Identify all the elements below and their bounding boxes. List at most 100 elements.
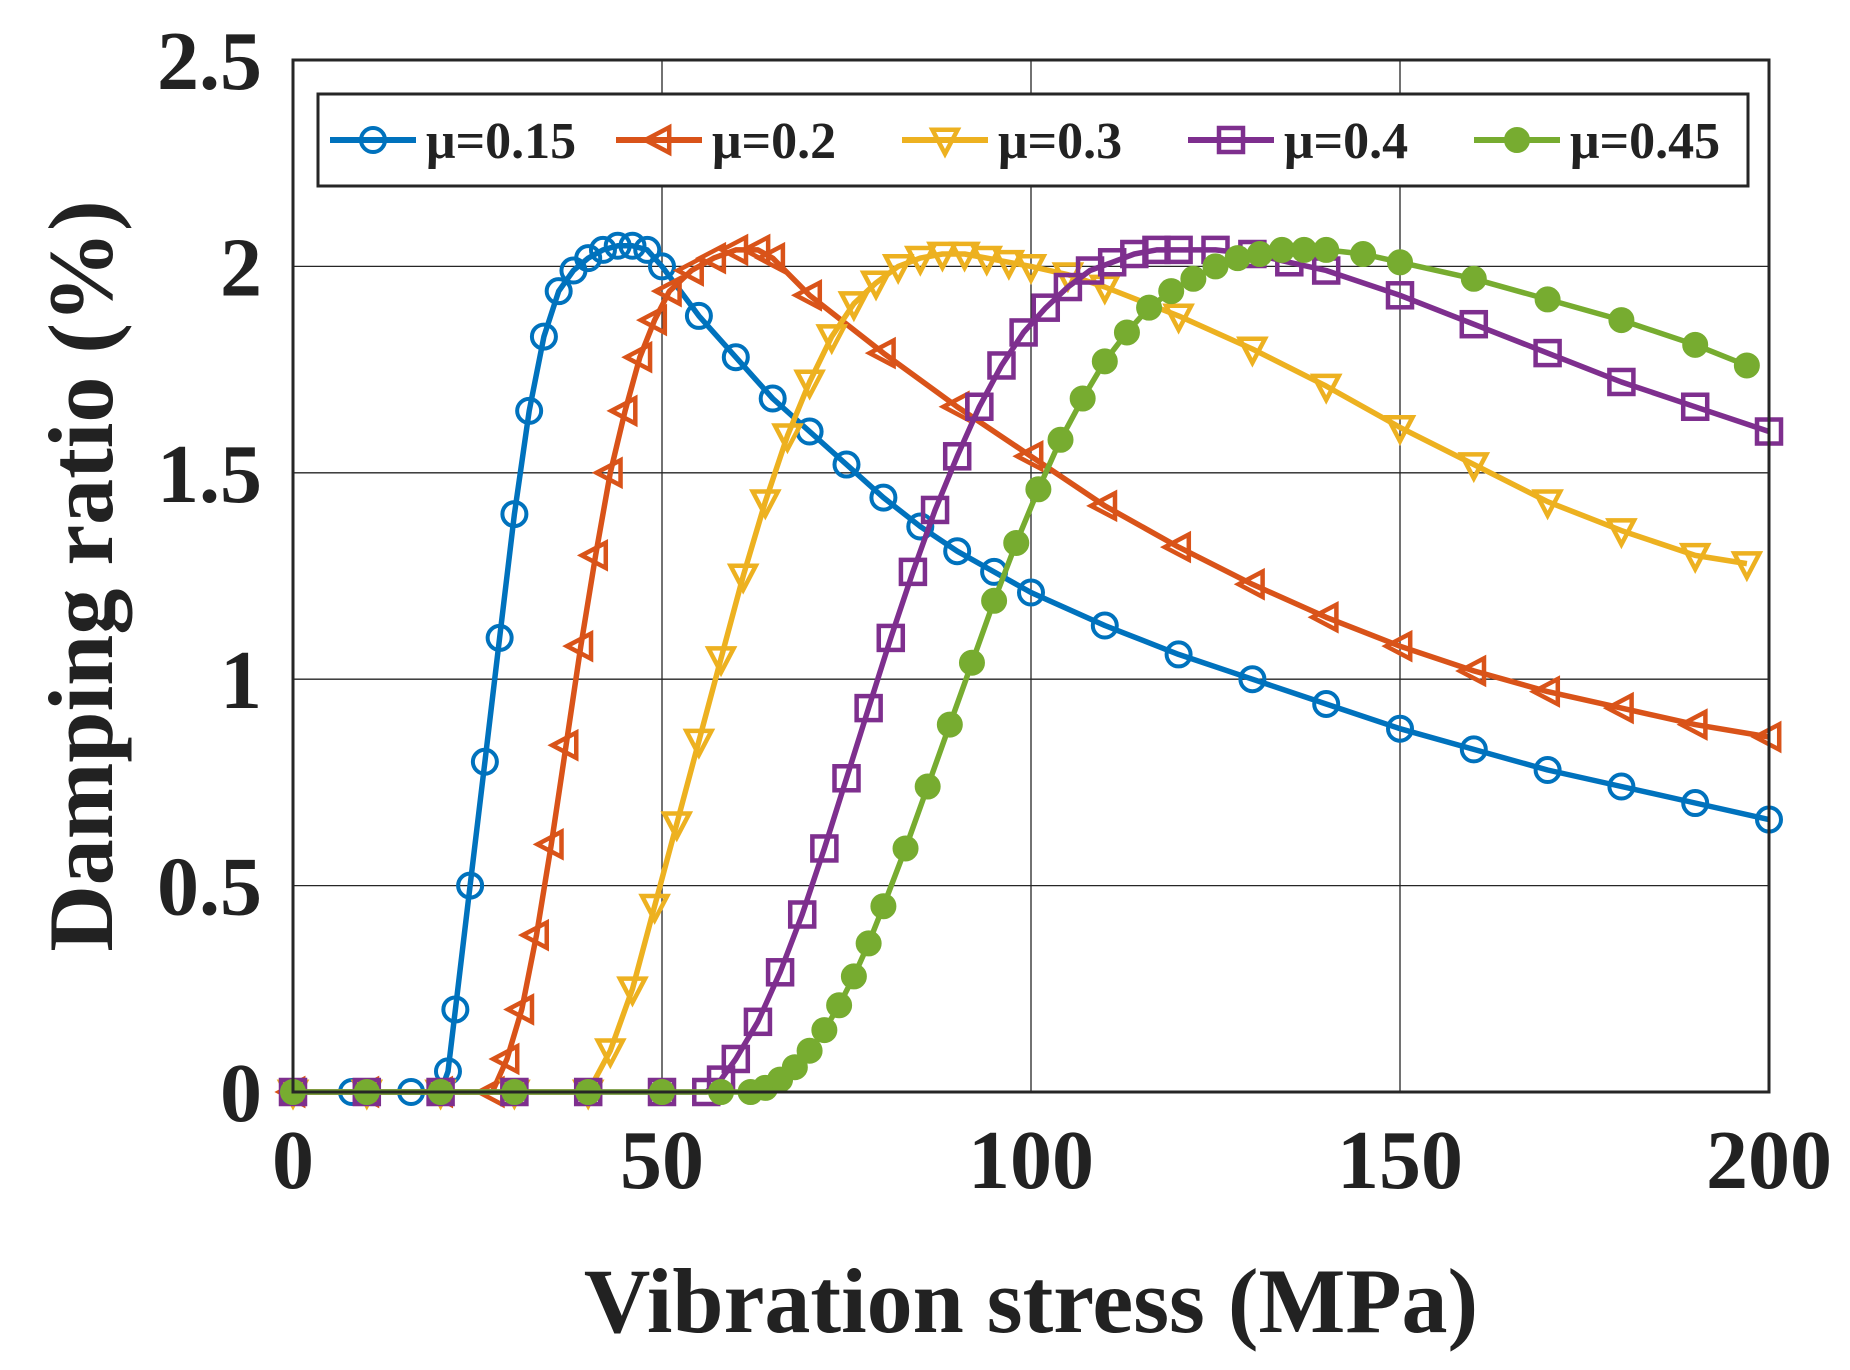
series-4 <box>280 236 1760 1105</box>
series-0-point-17 <box>618 231 647 260</box>
series-4-point-17 <box>892 835 919 862</box>
series-2-point-18 <box>881 253 915 286</box>
series-4-point-41 <box>1608 307 1635 334</box>
series-4-point-13 <box>826 992 853 1019</box>
series-2-point-23 <box>992 249 1026 281</box>
series-1-point-32 <box>1602 691 1634 725</box>
series-1-point-4 <box>488 1042 520 1076</box>
series-3-point-18 <box>942 442 972 471</box>
series-0-point-18 <box>633 235 662 264</box>
series-3-point-11 <box>787 900 817 929</box>
series-3-point-13 <box>832 764 861 793</box>
legend-item-1: μ=0.2 <box>616 113 836 170</box>
series-line-4 <box>293 247 1748 1095</box>
series-1-point-25 <box>1086 489 1118 523</box>
series-0-point-15 <box>588 235 617 264</box>
series-2-point-14 <box>793 369 826 401</box>
series-4-point-16 <box>870 893 897 920</box>
series-2-point-27 <box>1162 303 1195 335</box>
series-4-point-37 <box>1350 241 1377 268</box>
series-1-point-30 <box>1455 654 1487 688</box>
legend-label-1: μ=0.2 <box>712 113 836 170</box>
legend-marker-1 <box>640 123 672 157</box>
series-layer <box>274 231 1784 1111</box>
series-0-point-5 <box>441 995 470 1024</box>
legend-label-4: μ=0.45 <box>1570 113 1720 170</box>
series-3-point-20 <box>987 351 1016 380</box>
series-3-point-21 <box>1009 318 1038 347</box>
series-1-point-5 <box>503 993 535 1026</box>
legend-label-0: μ=0.15 <box>426 113 576 170</box>
series-0-point-20 <box>684 301 713 330</box>
y-tick-label-5: 2.5 <box>157 15 262 108</box>
series-0-point-24 <box>832 450 861 479</box>
y-axis-title: Damping ratio (%) <box>30 200 132 951</box>
series-3-point-15 <box>876 623 906 653</box>
series-4-point-25 <box>1069 385 1096 412</box>
tick-labels: 0 50 100 150 200 0 0.5 1 1.5 2 2.5 <box>157 15 1832 1207</box>
series-1-point-29 <box>1381 629 1413 663</box>
series-line-1 <box>293 247 1770 1095</box>
series-line-2 <box>293 251 1748 1095</box>
series-3-point-33 <box>1385 281 1415 310</box>
series-1-point-6 <box>517 918 549 952</box>
series-2-point-33 <box>1605 518 1638 550</box>
series-2-point-13 <box>771 423 804 455</box>
series-0-point-27 <box>943 537 972 566</box>
series-0-point-25 <box>869 483 898 512</box>
legend-marker-4 <box>1504 127 1530 153</box>
series-4-point-26 <box>1091 348 1118 375</box>
series-0-point-34 <box>1386 714 1414 743</box>
y-tick-label-2: 1 <box>220 634 262 727</box>
series-1-point-21 <box>790 278 823 312</box>
series-3-point-36 <box>1607 367 1636 397</box>
series-2-point-19 <box>903 245 937 277</box>
series-0-point-14 <box>574 244 603 273</box>
series-2-point-11 <box>726 563 760 595</box>
series-4-point-23 <box>1025 476 1052 503</box>
series-1-point-33 <box>1676 708 1708 741</box>
series-3-point-22 <box>1031 293 1061 322</box>
series-0-point-37 <box>1607 772 1636 801</box>
series-2-point-12 <box>748 489 782 521</box>
series-0-point-22 <box>758 384 787 413</box>
series-3-point-8 <box>721 1044 751 1074</box>
series-2-point-29 <box>1309 373 1343 405</box>
series-3-point-34 <box>1459 309 1489 339</box>
series-1-point-9 <box>562 629 594 663</box>
x-axis-title: Vibration stress (MPa) <box>584 1250 1478 1352</box>
series-1 <box>274 233 1782 1109</box>
series-4-point-12 <box>811 1017 838 1044</box>
series-2-point-5 <box>594 1038 627 1070</box>
series-4-point-30 <box>1180 265 1207 292</box>
series-4-point-43 <box>1733 352 1760 379</box>
series-4-point-40 <box>1534 286 1561 313</box>
series-2-point-16 <box>837 291 871 323</box>
series-0-point-12 <box>544 277 573 306</box>
series-3-point-37 <box>1680 392 1710 422</box>
series-2-point-26 <box>1088 274 1122 306</box>
x-tick-label-2: 100 <box>968 1114 1094 1207</box>
series-0-point-7 <box>470 747 499 776</box>
legend-label-2: μ=0.3 <box>998 113 1122 170</box>
series-4-point-20 <box>958 649 985 676</box>
series-4-point-22 <box>1003 529 1030 556</box>
series-4-point-36 <box>1313 236 1340 263</box>
series-2-point-17 <box>859 270 893 302</box>
series-2-point-6 <box>616 976 649 1008</box>
series-4-point-28 <box>1136 294 1163 321</box>
series-0-point-38 <box>1681 789 1710 818</box>
series-4-point-15 <box>855 930 882 957</box>
series-1-point-34 <box>1750 720 1782 754</box>
series-0-point-31 <box>1164 640 1193 669</box>
legend-marker-0 <box>359 126 387 154</box>
series-2-point-20 <box>926 241 959 273</box>
series-1-point-22 <box>864 336 896 370</box>
legend-label-3: μ=0.4 <box>1284 113 1408 170</box>
series-1-point-12 <box>606 394 638 428</box>
series-1-point-27 <box>1233 567 1265 601</box>
x-tick-label-0: 0 <box>272 1114 314 1207</box>
series-0-point-16 <box>603 231 632 260</box>
